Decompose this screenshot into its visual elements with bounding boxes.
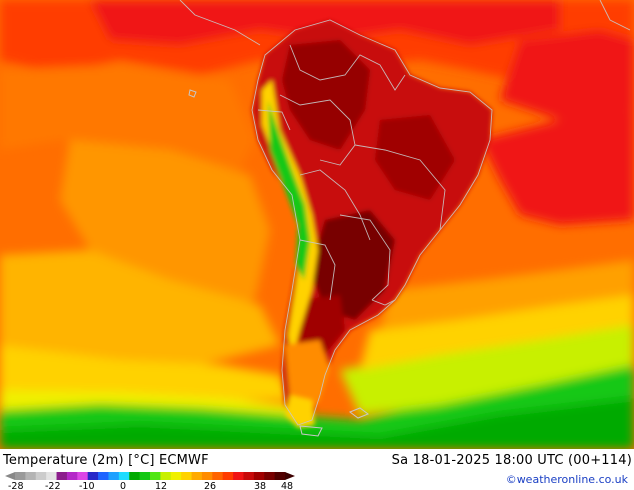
colorbar-swatch [25,472,37,480]
colorbar-swatch [77,472,89,480]
temperature-map [0,0,634,449]
temperature-zone-pacific-lightyellow [0,345,290,400]
temperature-zone-south-darkgreen [0,398,634,449]
country-borders [179,0,631,426]
colorbar-swatch [118,472,130,480]
colorbar-tick-label: -22 [45,481,61,490]
colorbar-tick-label: -28 [8,481,24,490]
colorbar-swatch [181,472,192,480]
colorbar-swatch [15,472,26,480]
colorbar-swatch [150,472,161,480]
colorbar-swatch [129,472,141,480]
map-title: Temperature (2m) [°C] ECMWF [3,453,209,468]
colorbar-arrow-left [5,472,15,480]
colorbar-swatch [253,472,265,480]
colorbar-tick-label: 12 [155,481,167,490]
islands [188,89,370,437]
colorbar-swatches [15,472,286,480]
colorbar-swatch [98,472,109,480]
colorbar-arrow-right [285,472,295,480]
colorbar-tick-label: 26 [204,481,216,490]
temperature-zone-atlantic-orange [380,260,634,330]
temperature-zone-pacific-warm [0,65,255,170]
footer-bar [0,449,634,490]
land-hot-core-north [282,40,370,150]
colorbar-tick-label: 0 [120,481,126,490]
colorbar-swatch [233,472,244,480]
colorbar-swatch [87,472,99,480]
colorbar-swatch [56,472,68,480]
colorbar-swatch [243,472,255,480]
colorbar-tick-label: 38 [254,481,266,490]
colorbar-swatch [191,472,203,480]
land-patagonia-south [285,395,315,428]
temperature-zone-atlantic-yellow [340,320,634,415]
temperature-colorbar: -28 -22 -10 0 12 26 38 48 [5,472,295,490]
temperature-zone-atlantic-lightyellow [360,290,634,370]
colorbar-swatch [201,472,213,480]
colorbar-swatch [108,472,120,480]
colorbar-swatch [170,472,182,480]
temperature-zone-pacific-cool [60,140,270,310]
colorbar-swatch [139,472,151,480]
colorbar-swatch [264,472,276,480]
colorbar-tick-label: 48 [281,481,293,490]
temperature-zone-atlantic-red-east [500,30,634,120]
temperature-zone-atlantic-red [480,110,634,225]
colorbar-swatch [160,472,172,480]
colorbar-swatch [212,472,224,480]
colorbar-swatch [35,472,47,480]
source-credit[interactable]: ©weatheronline.co.uk [505,473,628,486]
temperature-zone-pacific-yellow [0,250,280,365]
colorbar-swatch [46,472,57,480]
colorbar-tick-label: -10 [79,481,95,490]
forecast-timestamp: Sa 18-01-2025 18:00 UTC (00+114) [391,453,632,468]
colorbar-swatch [222,472,234,480]
colorbar-swatch [274,472,286,480]
colorbar-swatch [66,472,78,480]
land-hot-core-brazil [375,115,455,200]
